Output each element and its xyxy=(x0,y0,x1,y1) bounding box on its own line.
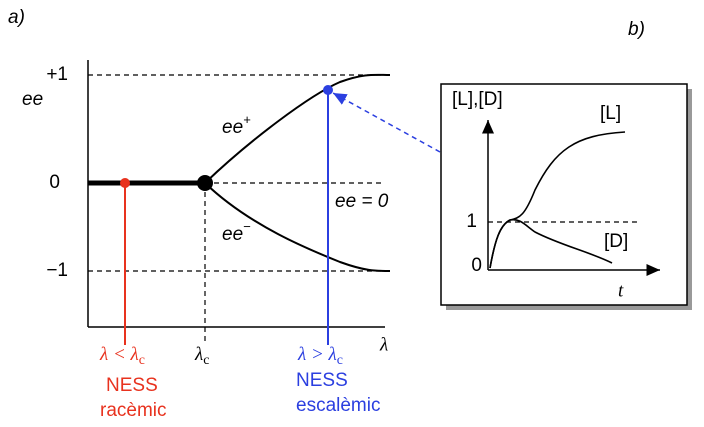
tick-label: 0 xyxy=(471,255,482,276)
x-axis-label: t xyxy=(618,280,624,301)
condition-label: λ < λc xyxy=(99,344,145,368)
tick-label: 0 xyxy=(49,172,60,193)
tick-label: 1 xyxy=(466,211,477,232)
bifurcation-point xyxy=(197,175,213,191)
condition-label: λ > λc xyxy=(297,344,343,368)
state-label: NESS xyxy=(296,370,348,391)
kind-label: escalèmic xyxy=(296,395,380,416)
kind-label: racèmic xyxy=(100,400,167,421)
link-arrow xyxy=(332,92,441,153)
branch-label: ee− xyxy=(222,219,251,245)
panel-label: b) xyxy=(628,19,645,40)
tick-label: −1 xyxy=(46,260,68,281)
branch-label: ee = 0 xyxy=(335,191,389,212)
curve-label: [L] xyxy=(600,103,621,124)
tick-label: +1 xyxy=(46,64,68,85)
branch-label: ee+ xyxy=(222,112,251,138)
y-axis-label: [L],[D] xyxy=(452,89,503,110)
y-axis-label: ee xyxy=(22,89,43,110)
red-point xyxy=(120,178,130,188)
panel-label: a) xyxy=(8,7,25,28)
curve-label: [D] xyxy=(604,231,628,252)
blue-point xyxy=(323,85,333,95)
critical-label: λc xyxy=(194,344,209,368)
state-label: NESS xyxy=(106,375,158,396)
curve-d xyxy=(489,218,613,269)
x-axis-label: λ xyxy=(379,334,388,355)
